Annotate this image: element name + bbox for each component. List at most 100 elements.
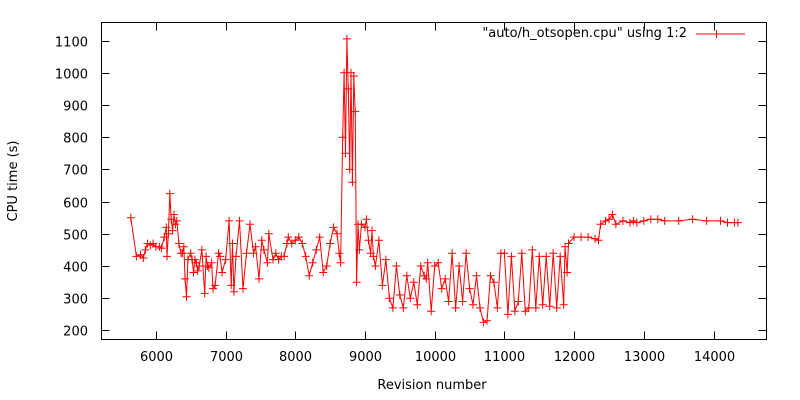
- data-point: [399, 303, 408, 312]
- data-point: [674, 216, 683, 225]
- data-point: [455, 262, 464, 270]
- x-tick-label: 14000: [694, 350, 735, 365]
- y-tick-label: 600: [63, 197, 88, 212]
- data-point: [472, 271, 481, 280]
- data-point: [479, 318, 488, 327]
- data-point: [235, 216, 244, 225]
- data-point: [538, 300, 547, 309]
- data-point: [437, 284, 446, 293]
- data-point: [284, 233, 293, 242]
- y-tick-label: 800: [63, 132, 88, 147]
- x-tick-label: 9000: [349, 350, 382, 365]
- data-point: [218, 268, 227, 277]
- data-point: [239, 284, 247, 293]
- data-point: [263, 258, 272, 267]
- data-point: [335, 249, 344, 258]
- data-point: [542, 252, 551, 261]
- data-point: [646, 215, 655, 224]
- data-point: [561, 242, 569, 251]
- data-point: [423, 258, 432, 267]
- data-point: [608, 210, 617, 219]
- data-point: [430, 262, 439, 270]
- data-point: [559, 300, 568, 309]
- data-point: [409, 278, 418, 287]
- data-point: [570, 233, 579, 242]
- data-point: [203, 262, 212, 270]
- data-point: [632, 218, 641, 227]
- data-point: [596, 220, 605, 229]
- data-point: [178, 249, 187, 258]
- data-point: [381, 255, 390, 264]
- data-point: [211, 281, 220, 290]
- data-point: [392, 262, 401, 270]
- data-point: [378, 281, 387, 290]
- data-point: [345, 165, 354, 174]
- data-point: [723, 218, 732, 227]
- x-tick-label: 13000: [624, 350, 665, 365]
- y-tick-label: 1100: [55, 36, 88, 51]
- data-point: [336, 258, 345, 267]
- data-point: [329, 223, 338, 232]
- data-point: [465, 284, 474, 293]
- data-point: [280, 252, 289, 261]
- data-point: [361, 223, 369, 232]
- data-point: [448, 249, 457, 258]
- data-point: [326, 239, 335, 248]
- data-point: [259, 245, 268, 254]
- data-point: [257, 236, 266, 245]
- data-point: [305, 271, 314, 280]
- data-point: [195, 262, 204, 270]
- data-point: [225, 216, 234, 225]
- data-point: [521, 307, 530, 316]
- data-point: [229, 287, 238, 296]
- data-point: [157, 244, 166, 253]
- data-point: [126, 213, 135, 222]
- data-point: [369, 252, 378, 261]
- data-point: [489, 278, 498, 287]
- data-point: [291, 236, 300, 245]
- data-point: [517, 249, 526, 258]
- data-point: [660, 216, 669, 225]
- data-point: [469, 300, 477, 309]
- data-point: [186, 249, 195, 258]
- x-tick-label: 12000: [554, 350, 595, 365]
- data-point: [204, 263, 213, 272]
- y-tick-label: 500: [63, 229, 88, 244]
- data-point: [179, 242, 188, 251]
- x-tick-label: 10000: [415, 350, 456, 365]
- data-point: [441, 274, 450, 283]
- data-point: [514, 297, 523, 306]
- data-point: [500, 249, 509, 258]
- x-axis: 6000 7000 8000 9000 10000 11000 12000 13000 1400…: [140, 22, 735, 365]
- data-point: [406, 294, 415, 303]
- data-point: [190, 255, 199, 264]
- data-point: [214, 249, 223, 258]
- data-point: [255, 274, 263, 283]
- data-point: [160, 233, 169, 242]
- data-point: [476, 303, 484, 312]
- data-point: [563, 268, 572, 277]
- data-point: [342, 34, 351, 43]
- plot-frame: [101, 22, 767, 340]
- data-point: [618, 216, 627, 225]
- data-point: [716, 216, 725, 225]
- data-point: [209, 284, 217, 293]
- data-point: [193, 266, 202, 275]
- data-point: [167, 215, 176, 224]
- data-point: [189, 268, 198, 277]
- legend-label: "auto/h_otsopen.cpu" using 1:2: [482, 26, 687, 41]
- data-point: [348, 178, 357, 187]
- data-point: [688, 215, 697, 224]
- data-point: [591, 234, 599, 243]
- x-tick-label: 7000: [210, 350, 243, 365]
- x-tick-label: 11000: [484, 350, 525, 365]
- x-axis-label: Revision number: [377, 378, 487, 393]
- data-point: [549, 249, 558, 258]
- y-tick-label: 1000: [55, 68, 88, 83]
- data-point: [371, 262, 380, 270]
- data-point: [171, 220, 180, 229]
- data-point: [503, 310, 512, 319]
- data-point: [228, 239, 237, 248]
- data-point: [312, 245, 321, 254]
